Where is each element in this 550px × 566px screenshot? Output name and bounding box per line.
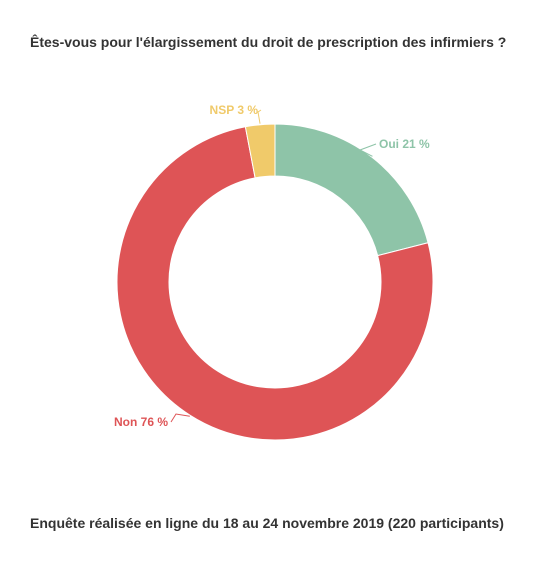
- slice-non[interactable]: [116, 126, 434, 441]
- survey-footnote: Enquête réalisée en ligne du 18 au 24 no…: [30, 515, 504, 531]
- connector-nsp: [257, 109, 262, 124]
- label-nsp: NSP 3 %: [210, 103, 259, 117]
- connector-oui: [358, 143, 377, 157]
- slices-group: [116, 123, 434, 441]
- connector-non: [170, 413, 190, 423]
- chart-title: Êtes-vous pour l'élargissement du droit …: [30, 34, 507, 50]
- labels-group: Oui 21 % Non 76 % NSP 3 %: [114, 103, 430, 429]
- label-oui: Oui 21 %: [379, 137, 430, 151]
- slice-nsp[interactable]: [244, 123, 276, 179]
- label-non: Non 76 %: [114, 415, 168, 429]
